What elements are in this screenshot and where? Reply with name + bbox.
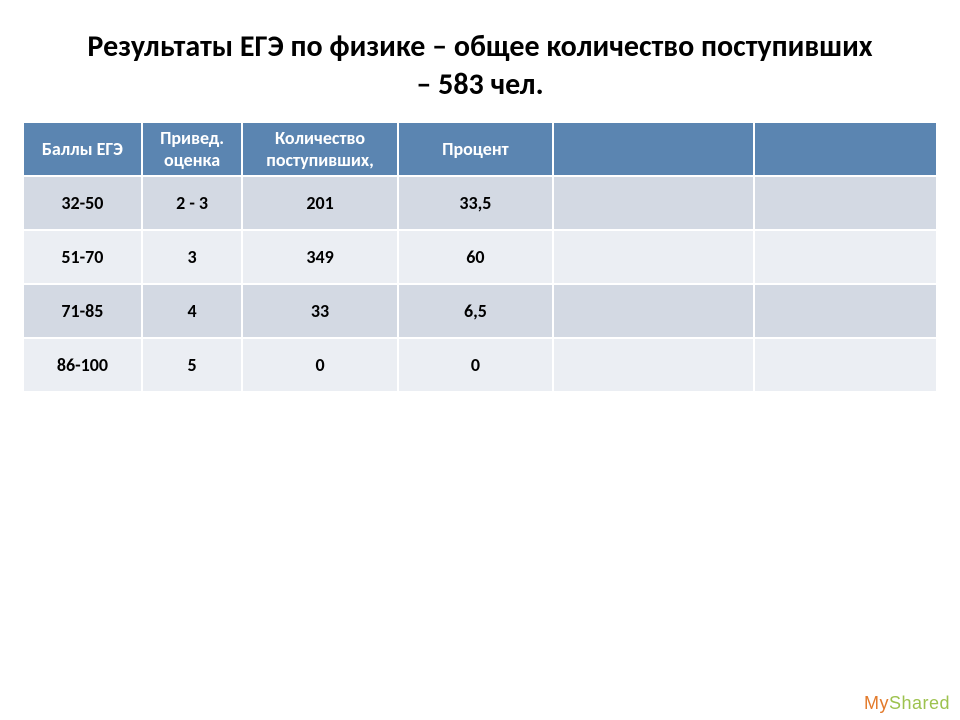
table-cell: 32-50 [23,176,142,230]
table-row: 86-100 5 0 0 [23,338,937,392]
watermark: MyShared [864,693,950,714]
watermark-part-2: Shared [889,693,950,713]
table-row: 32-50 2 - 3 201 33,5 [23,176,937,230]
table-cell: 33,5 [398,176,553,230]
table-cell: 3 [142,230,243,284]
table-cell [754,284,937,338]
table-header-row: Баллы ЕГЭ Привед. оценка Количество пост… [23,122,937,176]
table-cell: 0 [242,338,397,392]
table-cell [754,230,937,284]
table-cell: 51-70 [23,230,142,284]
table-cell: 33 [242,284,397,338]
table-cell: 6,5 [398,284,553,338]
table-cell [553,230,754,284]
table-cell: 4 [142,284,243,338]
page-title: Результаты ЕГЭ по физике – общее количес… [0,0,960,121]
table-cell: 71-85 [23,284,142,338]
table-row: 71-85 4 33 6,5 [23,284,937,338]
results-table: Баллы ЕГЭ Привед. оценка Количество пост… [22,121,938,393]
table-cell [553,338,754,392]
table-header-cell: Привед. оценка [142,122,243,176]
table-container: Баллы ЕГЭ Привед. оценка Количество пост… [0,121,960,393]
table-cell: 201 [242,176,397,230]
table-cell [754,338,937,392]
table-body: 32-50 2 - 3 201 33,5 51-70 3 349 60 71-8… [23,176,937,392]
table-cell [553,284,754,338]
table-cell: 349 [242,230,397,284]
table-cell: 86-100 [23,338,142,392]
table-cell [553,176,754,230]
table-cell: 0 [398,338,553,392]
table-cell: 2 - 3 [142,176,243,230]
table-header-cell [754,122,937,176]
table-header-cell: Баллы ЕГЭ [23,122,142,176]
table-cell: 60 [398,230,553,284]
table-cell [754,176,937,230]
table-header-cell [553,122,754,176]
table-row: 51-70 3 349 60 [23,230,937,284]
table-header-cell: Количество поступивших, [242,122,397,176]
table-cell: 5 [142,338,243,392]
table-header-cell: Процент [398,122,553,176]
watermark-part-1: My [864,693,889,713]
